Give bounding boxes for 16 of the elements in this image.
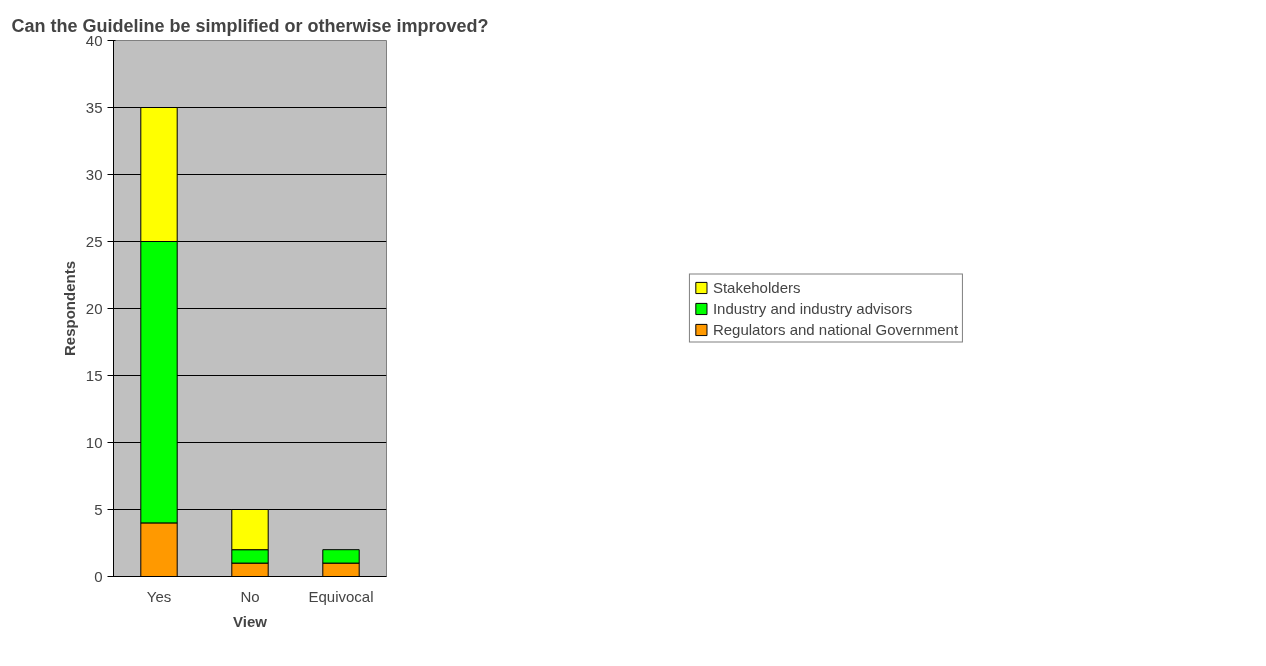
y-tick-label: 25 <box>85 232 103 250</box>
y-tick-label: 0 <box>94 567 103 585</box>
y-axis-title: Respondents <box>60 260 78 356</box>
legend-label: Industry and industry advisors <box>712 299 913 317</box>
y-tick-label: 15 <box>85 366 103 384</box>
legend-label: Regulators and national Government <box>712 320 959 338</box>
y-tick-label: 35 <box>85 98 103 116</box>
x-tick-label: Yes <box>146 587 172 605</box>
y-tick-label: 20 <box>85 299 103 317</box>
x-tick-label: Equivocal <box>308 587 374 605</box>
y-tick-label: 30 <box>85 165 103 183</box>
y-tick-label: 10 <box>85 433 103 451</box>
y-tick-label: 5 <box>94 500 103 518</box>
x-axis-title: View <box>233 612 268 630</box>
legend-label: Stakeholders <box>712 278 801 296</box>
x-tick-label: No <box>240 587 260 605</box>
